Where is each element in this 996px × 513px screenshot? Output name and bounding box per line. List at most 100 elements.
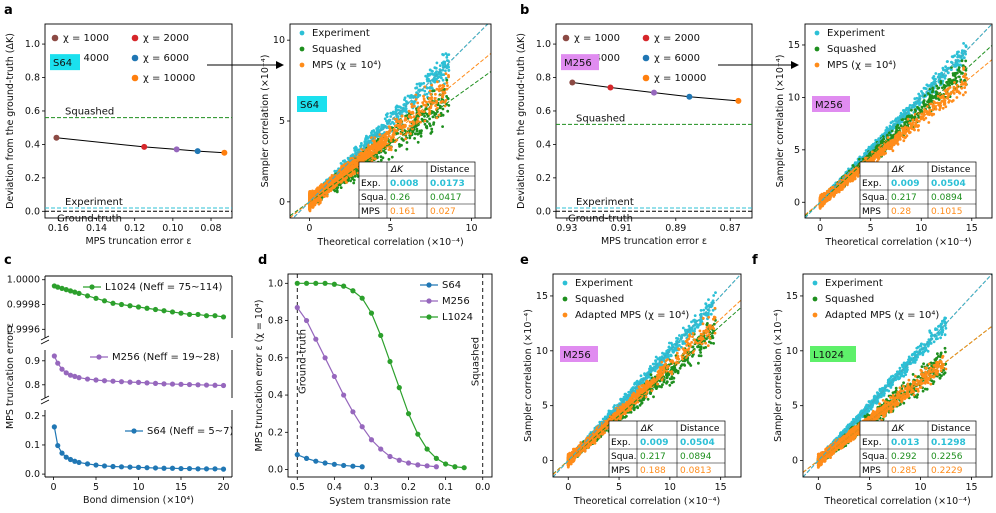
table-row-label: Exp. [361,179,381,189]
scatter-point [950,60,953,64]
scatter-point [355,169,358,172]
scatter-point [314,190,318,194]
table-header: Distance [430,165,470,175]
table-cell-distance: 0.0417 [430,193,462,203]
scatter-point [430,96,434,99]
scatter-point [383,133,387,136]
scatter-point [425,92,429,96]
scatter-point [415,127,419,131]
scatter-point [350,161,354,165]
scatter-point [445,66,449,70]
legend-label: χ = 6000 [143,53,189,64]
scatter-point [399,132,403,136]
x-tick-label: 0.16 [48,223,69,234]
scatter-point [387,148,391,152]
x-axis-label: MPS truncation error ε [601,236,707,247]
scatter-point [408,124,412,128]
table-cell-dk: 0.26 [390,193,410,203]
scatter-point [924,87,928,91]
scatter-point [403,107,406,111]
legend-marker [51,34,59,42]
scatter-point [897,126,901,130]
scatter-point [429,72,432,76]
scatter-point [446,53,449,57]
scatter-point [323,195,326,199]
scatter-point [325,194,329,198]
panel-letter-a: a [4,3,13,18]
scatter-point [405,147,409,151]
scatter-point [380,124,383,128]
scatter-point [395,123,399,127]
scatter-point [918,103,921,107]
scatter-point [359,144,362,148]
y-tick-label: 0.4 [25,139,40,150]
scatter-point [405,141,409,144]
scatter-point [428,111,431,115]
scatter-point [421,101,425,104]
data-point [53,134,60,141]
scatter-point [943,68,947,72]
legend-label: Experiment [312,28,370,39]
scatter-point [428,86,432,90]
legend-label: Squashed [312,44,361,55]
scatter-point [308,190,312,193]
legend-label: MPS (χ = 10⁴) [312,60,381,71]
scatter-point [384,151,387,155]
scatter-point [428,89,432,93]
scatter-point [438,84,442,88]
scatter-point [425,125,429,128]
scatter-point [950,68,953,71]
scatter-point [339,162,343,165]
scatter-point [434,92,437,96]
scatter-point [340,164,343,168]
scatter-point [411,120,415,124]
scatter-point [389,122,392,126]
scatter-point [377,140,380,144]
scatter-point [928,94,932,98]
scatter-point [440,76,443,80]
y-tick-label: 1.0 [25,39,40,50]
scatter-point [398,125,402,128]
scatter-point [413,132,417,136]
scatter-point [962,49,966,53]
scatter-point [391,120,394,124]
scatter-point [349,174,353,178]
scatter-point [931,89,935,92]
scatter-point [345,176,348,180]
scatter-point [327,187,331,191]
scatter-point [370,136,373,140]
table-cell-distance: 0.027 [430,207,456,217]
scatter-point [383,117,387,121]
legend-marker [299,46,305,52]
panel-letter-d: d [258,253,267,268]
scatter-point [394,105,398,109]
scatter-point [879,141,883,145]
scatter-point [352,181,356,185]
scatter-point [424,107,428,111]
scatter-point [908,115,912,118]
y-tick-label: 0 [279,197,285,208]
x-tick-label: 0.12 [124,223,145,234]
scatter-point [879,134,883,138]
legend-label: χ = 2000 [654,33,700,44]
scatter-point [913,104,917,108]
scatter-point [435,87,439,91]
scatter-point [394,108,398,111]
legend-marker [299,62,305,68]
scatter-point [895,129,898,133]
scatter-point [905,106,909,110]
scatter-point [400,137,404,141]
scatter-point [402,139,405,142]
scatter-point [423,119,427,123]
scatter-point [917,115,920,119]
scatter-point [928,97,932,101]
scatter-point [335,190,339,194]
scatter-point [429,132,433,135]
scatter-point [389,148,393,152]
table-row-label: Squa. [361,193,387,203]
scatter-point [401,129,404,133]
scatter-point [431,115,435,119]
scatter-point [311,205,315,209]
scatter-point [441,78,445,82]
